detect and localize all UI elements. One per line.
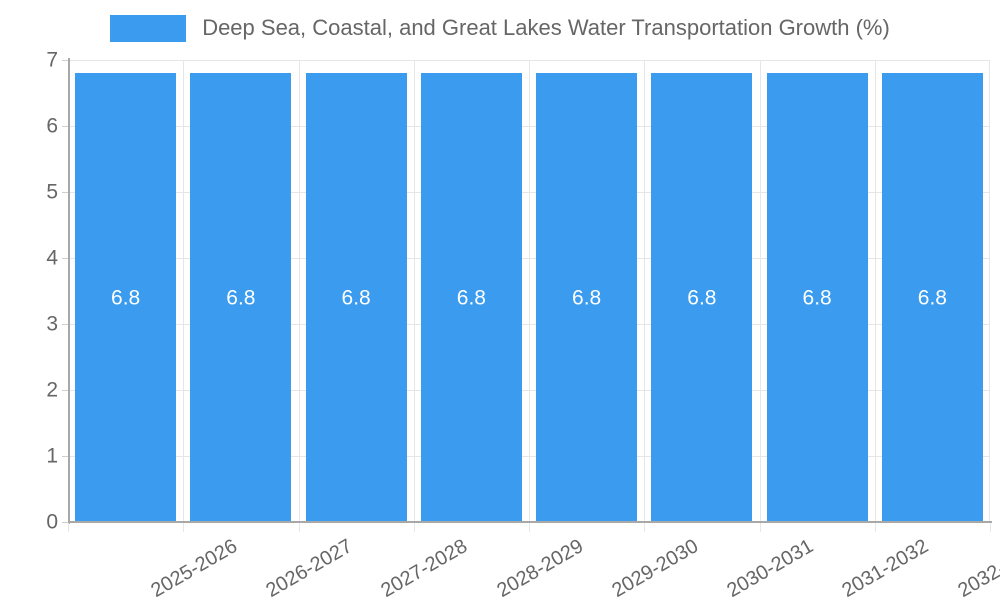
chart-legend: Deep Sea, Coastal, and Great Lakes Water… (0, 0, 1000, 56)
bar-value-label: 6.8 (456, 286, 486, 310)
x-axis-tick-mark (644, 523, 646, 532)
plot-area: 6.8 6.8 6.8 6.8 6.8 6.8 6.8 6.8 (68, 60, 990, 523)
vertical-gridline (644, 60, 645, 522)
x-axis-tick-mark (529, 523, 530, 532)
legend-item-water-transportation-growth[interactable]: Deep Sea, Coastal, and Great Lakes Water… (110, 14, 890, 42)
y-axis-tick-mark (62, 60, 68, 61)
x-axis-tick-mark (990, 523, 991, 532)
x-axis-tick-label: 2027-2028 (377, 535, 472, 602)
bar-value-label: 6.8 (802, 286, 832, 310)
bar[interactable]: 6.8 (651, 73, 753, 522)
y-axis-tick-mark (62, 192, 68, 193)
bar[interactable]: 6.8 (766, 73, 868, 522)
y-axis-tick-mark (62, 522, 68, 523)
x-axis-line (68, 521, 992, 523)
x-axis-tick-label: 2025-2026 (147, 535, 241, 602)
y-axis-tick-labels: 0 1 2 3 4 5 6 7 (0, 50, 58, 533)
x-axis-tick-mark (759, 523, 761, 532)
y-axis-tick-label: 0 (46, 510, 58, 534)
y-axis-tick-mark (62, 126, 68, 127)
vertical-gridline (183, 60, 184, 522)
x-axis-tick-mark (413, 523, 415, 532)
vertical-gridline (875, 60, 876, 522)
bar[interactable]: 6.8 (305, 73, 407, 522)
y-axis-tick-label: 6 (46, 114, 58, 138)
x-axis-tick-mark (68, 523, 69, 532)
bar[interactable]: 6.8 (881, 73, 983, 522)
vertical-gridline (414, 60, 415, 522)
x-axis-tick-label: 2026-2027 (262, 535, 357, 602)
bar[interactable]: 6.8 (420, 73, 522, 522)
y-axis-tick-label: 3 (46, 312, 58, 336)
legend-label: Deep Sea, Coastal, and Great Lakes Water… (202, 15, 890, 40)
bar-value-label: 6.8 (111, 286, 141, 310)
y-axis-tick-mark (62, 390, 68, 391)
y-axis-tick-label: 7 (46, 48, 58, 72)
bar-value-label: 6.8 (226, 286, 256, 310)
x-axis-tick-mark (183, 523, 185, 532)
vertical-gridline (529, 60, 530, 522)
vertical-gridline (989, 60, 990, 522)
legend-color-swatch (110, 14, 187, 42)
x-axis-tick-label: 2032-2033 (953, 535, 1000, 602)
x-axis-tick-label: 2029-2030 (608, 535, 702, 602)
y-axis-tick-marks (0, 60, 68, 523)
y-axis-tick-label: 2 (46, 378, 58, 402)
x-axis-tick-label: 2031-2032 (838, 535, 933, 602)
y-axis-line (68, 58, 70, 524)
vertical-gridline (299, 60, 300, 522)
y-axis-tick-label: 1 (46, 444, 58, 468)
x-axis-tick-label: 2028-2029 (492, 535, 587, 602)
vertical-gridline (760, 60, 761, 522)
x-axis-tick-label: 2030-2031 (723, 535, 818, 602)
x-axis-tick-mark (298, 523, 300, 532)
y-axis-tick-mark (62, 258, 68, 259)
bar-value-label: 6.8 (572, 286, 602, 310)
bar[interactable]: 6.8 (75, 73, 177, 522)
y-axis-tick-mark (62, 456, 68, 457)
bar[interactable]: 6.8 (536, 73, 638, 522)
y-axis-tick-label: 4 (46, 246, 58, 270)
bar[interactable]: 6.8 (190, 73, 292, 522)
bar-value-label: 6.8 (917, 286, 947, 310)
x-axis-tick-mark (874, 523, 876, 532)
bar-value-label: 6.8 (687, 286, 717, 310)
bar-value-label: 6.8 (341, 286, 371, 310)
y-axis-tick-mark (62, 324, 68, 325)
y-axis-tick-label: 5 (46, 180, 58, 204)
